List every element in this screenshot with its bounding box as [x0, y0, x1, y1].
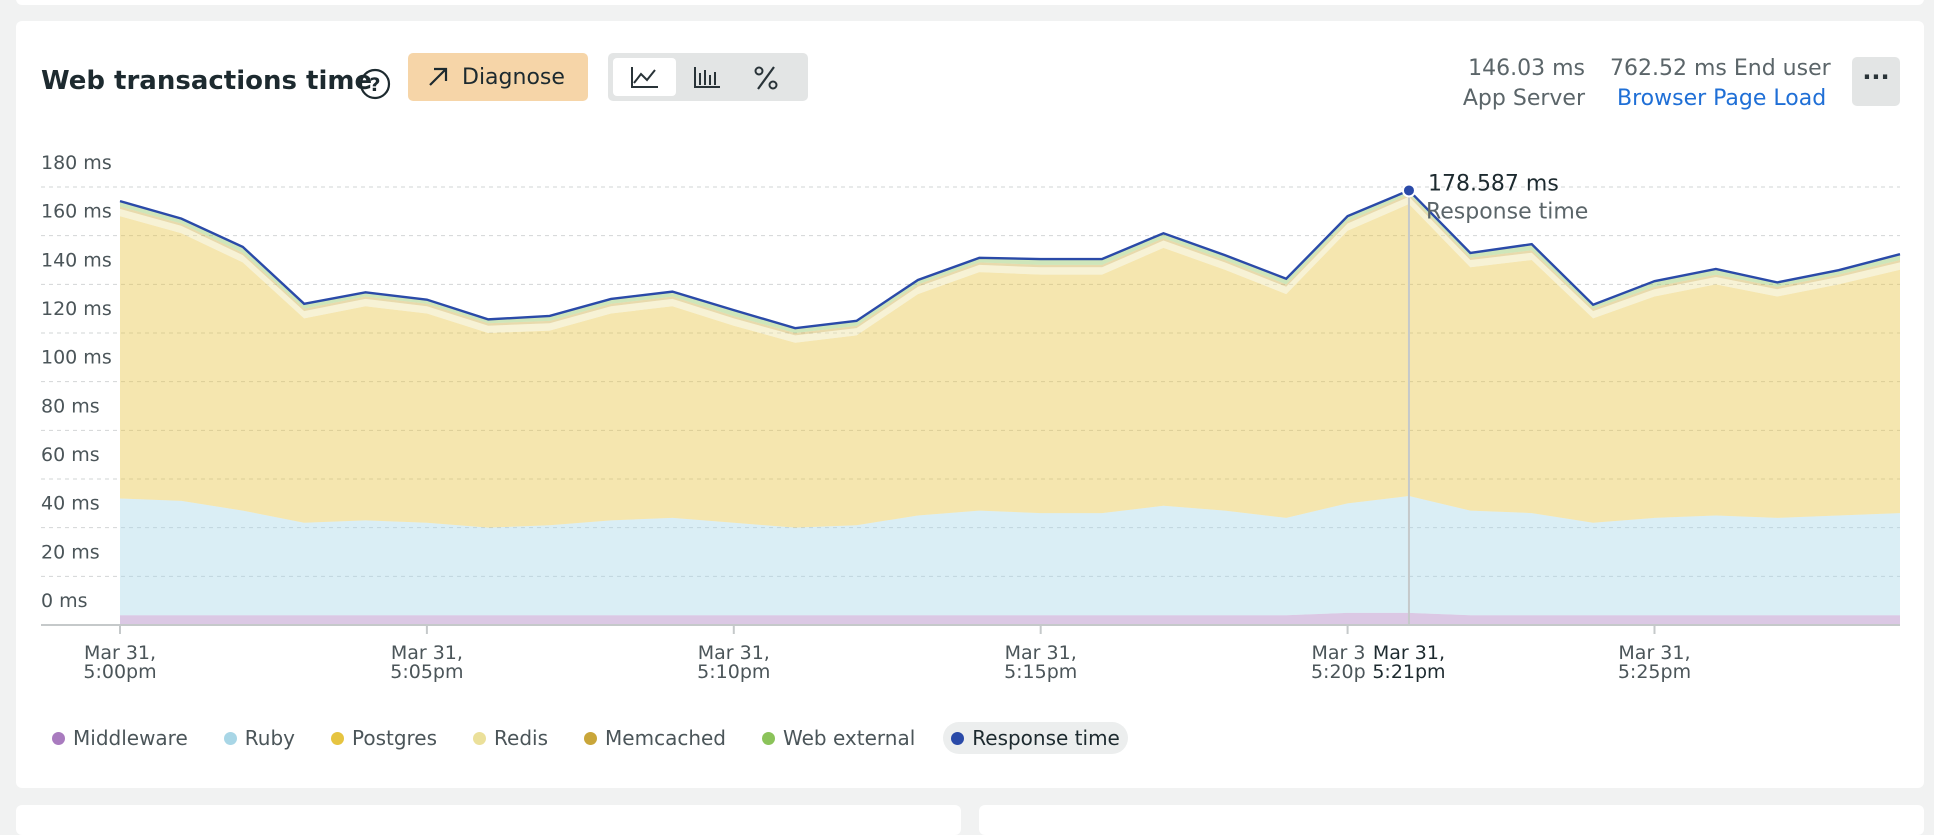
- x-tick-label: Mar 31, 5:00pm: [83, 642, 157, 683]
- legend-item[interactable]: Postgres: [323, 722, 445, 754]
- area: [120, 612, 1900, 625]
- legend-label: Ruby: [244, 726, 295, 750]
- legend-dot: [330, 731, 344, 745]
- legend-dot: [584, 731, 598, 745]
- area: [120, 204, 1900, 528]
- legend-item[interactable]: Memcached: [576, 722, 734, 754]
- legend-label: Memcached: [605, 726, 726, 750]
- x-tick-label: Mar 31, 5:15pm: [1004, 642, 1078, 683]
- legend-label: Web external: [783, 726, 916, 750]
- y-tick-label: 100 ms: [41, 347, 112, 369]
- help-icon[interactable]: ?: [359, 68, 391, 100]
- legend-dot: [223, 731, 237, 745]
- title: Web transactions time: [41, 66, 373, 96]
- hover-point: [1401, 183, 1416, 198]
- more-button[interactable]: ···: [1852, 57, 1900, 106]
- y-tick-label: 20 ms: [41, 541, 100, 563]
- x-tick-label: Mar 31, 5:25pm: [1617, 642, 1692, 683]
- tooltip-value: 178.587 ms: [1428, 171, 1559, 196]
- y-tick-label: 40 ms: [41, 493, 100, 515]
- legend-item[interactable]: Response time: [943, 722, 1128, 754]
- legend-label: Redis: [494, 726, 549, 750]
- legend: Middleware Ruby Postgres Redis Memcached Web …: [44, 722, 1128, 754]
- area: [120, 196, 1900, 343]
- diagnose-label: Diagnose: [462, 64, 565, 90]
- crosshair-label: Mar 31, 5:21pm: [1366, 644, 1451, 682]
- area: [120, 189, 1900, 333]
- x-tick-label: Mar 31, 5:10pm: [697, 642, 771, 683]
- response-line: [119, 189, 1901, 330]
- summary-end-user: 762.52 ms End user Browser Page Load: [1610, 54, 1831, 114]
- chart-type-toggle: [608, 53, 808, 101]
- x-tick-label: Mar 31, 5:05pm: [390, 642, 464, 683]
- summary-label: App Server: [1462, 86, 1585, 111]
- top-card: [16, 0, 1924, 5]
- y-tick-label: 80 ms: [41, 395, 100, 417]
- legend-dot: [762, 731, 775, 745]
- summary-app: 146.03 ms App Server: [1463, 54, 1585, 114]
- toggle-icons: [631, 66, 778, 90]
- y-tick-label: 180 ms: [41, 152, 112, 174]
- tooltip-series: Response time: [1426, 199, 1588, 224]
- y-tick-label: 120 ms: [41, 298, 112, 320]
- legend-label: Response time: [972, 726, 1120, 750]
- legend-label: Postgres: [351, 726, 438, 750]
- legend-dot: [473, 731, 487, 745]
- area: [120, 194, 1900, 336]
- diagnose-button[interactable]: Diagnose: [408, 53, 588, 101]
- y-tick-label: 0 ms: [41, 590, 88, 612]
- legend-item[interactable]: Redis: [465, 722, 556, 754]
- summary-link[interactable]: Browser Page Load: [1617, 86, 1827, 111]
- legend-dot: [951, 731, 965, 745]
- legend-item[interactable]: Ruby: [216, 722, 303, 754]
- legend-dot: [52, 731, 65, 745]
- summary-value: 146.03 ms: [1468, 56, 1585, 81]
- legend-item[interactable]: Web external: [754, 722, 923, 754]
- svg-text:?: ?: [369, 74, 380, 96]
- legend-item[interactable]: Middleware: [44, 722, 196, 754]
- legend-label: Middleware: [73, 726, 188, 750]
- area: [120, 496, 1900, 616]
- page: Web transactions time ? Diagnose 146.03 …: [16, 0, 1924, 835]
- x-tick-label: Mar 31, 5:20pm: [1310, 642, 1385, 683]
- chart: 0 ms 20 ms 40 ms 60 ms 80 ms 100 ms 120 ms 140 …: [41, 152, 1901, 634]
- summary-value: 762.52 ms: [1610, 56, 1727, 81]
- chart-card: [16, 21, 1924, 788]
- y-tick-label: 60 ms: [41, 444, 100, 466]
- summary-label: End user: [1733, 56, 1831, 81]
- arrow-icon: [429, 67, 448, 86]
- y-tick-label: 160 ms: [41, 201, 112, 223]
- y-tick-label: 140 ms: [41, 249, 112, 271]
